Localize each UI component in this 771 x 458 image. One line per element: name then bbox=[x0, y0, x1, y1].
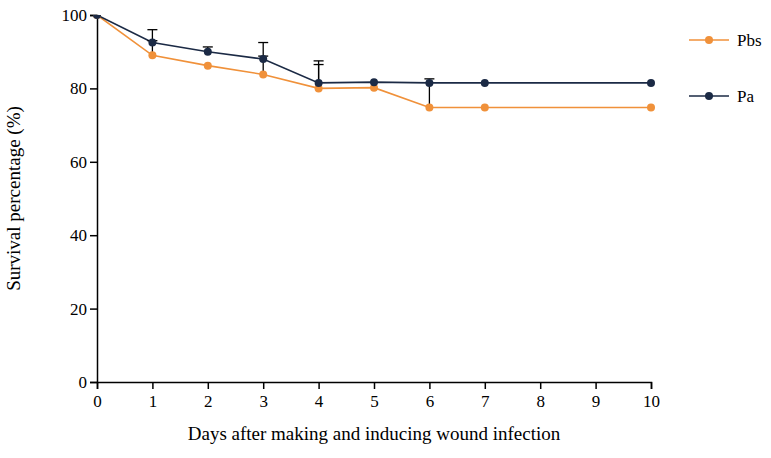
y-tick: 0 bbox=[79, 373, 98, 392]
error-bar bbox=[424, 79, 434, 108]
x-tick-label: 10 bbox=[643, 392, 660, 411]
x-tick-label: 2 bbox=[204, 392, 213, 411]
series-marker bbox=[148, 39, 156, 47]
series-line bbox=[97, 15, 651, 83]
x-tick: 10 bbox=[643, 382, 660, 411]
x-tick: 4 bbox=[315, 382, 324, 411]
series-marker bbox=[425, 79, 433, 87]
y-tick-mark bbox=[90, 308, 97, 310]
y-tick-mark bbox=[90, 382, 97, 384]
y-tick-label: 0 bbox=[79, 373, 88, 392]
legend-marker bbox=[705, 92, 713, 100]
x-tick-mark bbox=[208, 382, 210, 389]
x-tick-label: 7 bbox=[481, 392, 490, 411]
y-axis-title: Survival percentage (%) bbox=[3, 106, 25, 291]
x-tick-mark bbox=[263, 382, 265, 389]
x-axis: 0 1 2 3 4 5 6 7 8 9 10 bbox=[93, 382, 660, 411]
x-tick-label: 6 bbox=[426, 392, 435, 411]
legend-label: Pbs bbox=[737, 31, 762, 50]
y-tick-label: 100 bbox=[62, 6, 88, 25]
x-tick-label: 8 bbox=[536, 392, 545, 411]
y-tick-label: 20 bbox=[70, 300, 87, 319]
x-tick-mark bbox=[540, 382, 542, 389]
x-tick-label: 0 bbox=[93, 392, 102, 411]
series-marker bbox=[425, 103, 433, 111]
y-axis-line bbox=[90, 16, 98, 383]
y-tick: 80 bbox=[70, 79, 97, 98]
x-tick-label: 4 bbox=[315, 392, 324, 411]
x-tick-mark bbox=[651, 382, 653, 389]
series-marker bbox=[148, 51, 156, 59]
series-marker bbox=[647, 79, 655, 87]
series-marker bbox=[481, 103, 489, 111]
error-bar-cap bbox=[203, 46, 213, 47]
x-tick-label: 1 bbox=[149, 392, 158, 411]
series-line bbox=[97, 15, 651, 107]
y-tick: 20 bbox=[70, 300, 97, 319]
x-tick-mark bbox=[318, 382, 320, 389]
series-marker bbox=[315, 79, 323, 87]
error-bar-cap bbox=[314, 60, 324, 61]
series-marker bbox=[481, 79, 489, 87]
y-axis: 0 20 40 60 80 100 bbox=[62, 6, 98, 392]
x-tick: 7 bbox=[481, 382, 490, 411]
marks bbox=[93, 15, 655, 111]
y-tick-label: 40 bbox=[70, 226, 87, 245]
x-tick-label: 9 bbox=[592, 392, 601, 411]
series-marker bbox=[93, 15, 101, 19]
x-tick-mark bbox=[152, 382, 154, 389]
x-tick-label: 5 bbox=[370, 392, 379, 411]
chart-container: 012345678910020406080100Days after makin… bbox=[0, 0, 771, 458]
x-tick-mark bbox=[485, 382, 487, 389]
chart-svg: 012345678910020406080100Days after makin… bbox=[0, 0, 771, 458]
x-tick: 2 bbox=[204, 382, 213, 411]
series-marker bbox=[93, 15, 101, 19]
series-marker bbox=[370, 78, 378, 86]
y-tick-mark bbox=[90, 88, 97, 90]
x-tick: 5 bbox=[370, 382, 379, 411]
x-tick-mark bbox=[374, 382, 376, 389]
y-tick-label: 80 bbox=[70, 79, 87, 98]
series-marker bbox=[259, 70, 267, 78]
y-tick: 100 bbox=[62, 6, 98, 25]
legend-marker bbox=[705, 36, 713, 44]
x-tick: 0 bbox=[93, 382, 102, 411]
plot: 012345678910020406080100 bbox=[62, 6, 661, 411]
y-tick-mark bbox=[90, 162, 97, 164]
y-tick: 60 bbox=[70, 153, 97, 172]
x-tick: 3 bbox=[259, 382, 268, 411]
x-tick: 6 bbox=[426, 382, 435, 411]
legend-item: Pbs bbox=[689, 31, 762, 50]
x-tick: 1 bbox=[149, 382, 158, 411]
series-marker bbox=[204, 62, 212, 70]
x-tick: 8 bbox=[536, 382, 545, 411]
series-marker bbox=[647, 103, 655, 111]
error-bar-cap bbox=[147, 29, 157, 30]
x-tick-mark bbox=[595, 382, 597, 389]
x-tick-mark bbox=[429, 382, 431, 389]
x-axis-line bbox=[98, 383, 652, 390]
x-tick-label: 3 bbox=[259, 392, 268, 411]
y-tick-label: 60 bbox=[70, 153, 87, 172]
error-bar-cap bbox=[258, 42, 268, 43]
y-tick-mark bbox=[90, 235, 97, 237]
series-marker bbox=[259, 55, 267, 63]
x-tick: 9 bbox=[592, 382, 601, 411]
x-axis-title: Days after making and inducing wound inf… bbox=[188, 423, 561, 444]
legend-label: Pa bbox=[737, 87, 754, 106]
legend: Pbs Pa bbox=[689, 31, 762, 106]
legend-item: Pa bbox=[689, 87, 754, 106]
series-marker bbox=[204, 48, 212, 56]
y-tick: 40 bbox=[70, 226, 97, 245]
